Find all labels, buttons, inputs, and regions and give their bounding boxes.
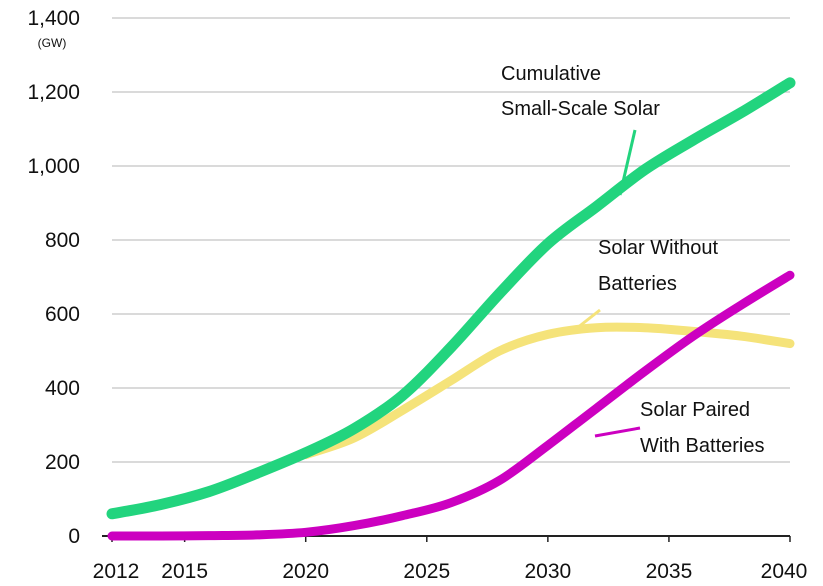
y-tick-label: 1,200 — [27, 81, 80, 104]
y-tick-label: 800 — [45, 229, 80, 252]
y-tick-label: 1,000 — [27, 155, 80, 178]
series-label-cumulative-small-scale-solar: Cumulative — [501, 63, 601, 85]
y-axis-unit-label: (GW) — [38, 36, 67, 50]
series-lines — [112, 83, 790, 536]
x-tick-label: 2020 — [282, 560, 329, 583]
leader-line-solar-paired-with-batteries — [595, 428, 640, 436]
y-tick-label: 1,400 — [27, 7, 80, 30]
y-tick-label: 600 — [45, 303, 80, 326]
x-tick-label: 2035 — [646, 560, 693, 583]
x-tick-label: 2025 — [403, 560, 450, 583]
x-tick-label: 2040 — [761, 560, 808, 583]
series-label-solar-without-batteries: Batteries — [598, 273, 677, 295]
x-tick-label: 2030 — [524, 560, 571, 583]
x-tick-label: 2015 — [161, 560, 208, 583]
y-axis-ticks: 0 200 400 600 800 1,000 1,200 1,400 — [27, 7, 80, 548]
y-tick-label: 200 — [45, 451, 80, 474]
y-tick-label: 400 — [45, 377, 80, 400]
series-label-solar-paired-with-batteries: With Batteries — [640, 435, 764, 457]
x-axis-ticks: 2012 2015 2020 2025 2030 2035 2040 — [93, 536, 808, 583]
x-tick-label: 2012 — [93, 560, 140, 583]
series-label-cumulative-small-scale-solar: Small-Scale Solar — [501, 98, 660, 120]
series-label-solar-without-batteries: Solar Without — [598, 237, 718, 259]
series-label-solar-paired-with-batteries: Solar Paired — [640, 399, 750, 421]
y-tick-label: 0 — [68, 525, 80, 548]
